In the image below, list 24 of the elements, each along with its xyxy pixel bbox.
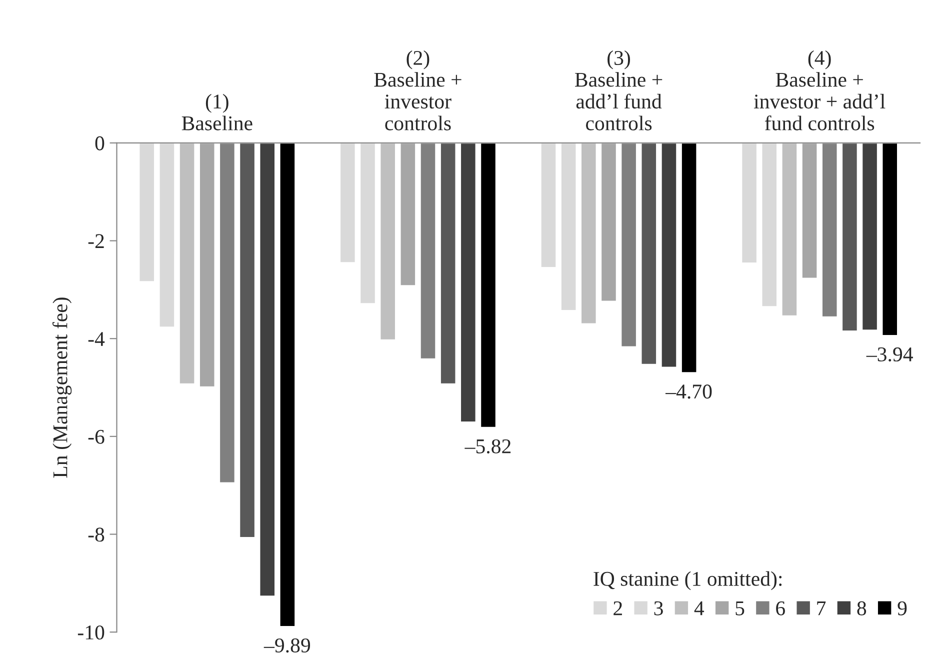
legend-title: IQ stanine (1 omitted): bbox=[594, 571, 782, 590]
y-tick-label: 0 bbox=[95, 136, 104, 150]
legend-label: 3 bbox=[654, 601, 663, 616]
x-tick-label: (1) Baseline bbox=[182, 94, 252, 130]
x-tick-label: (2) Baseline + investor controls bbox=[374, 50, 462, 130]
legend-label: 4 bbox=[694, 601, 704, 616]
y-tick-label: -6 bbox=[88, 430, 104, 444]
y-tick-label: -2 bbox=[88, 234, 104, 248]
y-tick-label: -8 bbox=[88, 528, 104, 542]
legend-label: 5 bbox=[736, 602, 744, 616]
data-label: –5.82 bbox=[464, 439, 511, 454]
y-tick-label: -4 bbox=[88, 332, 105, 346]
x-tick-label: (3) Baseline + add’l fund controls bbox=[575, 50, 662, 130]
legend-label: 8 bbox=[857, 601, 866, 616]
legend-label: 9 bbox=[898, 601, 907, 616]
data-label: –9.89 bbox=[264, 638, 310, 653]
legend-label: 6 bbox=[776, 601, 785, 616]
legend-label: 7 bbox=[817, 602, 826, 616]
x-tick-label: (4) Baseline + investor + add’l fund controls bbox=[754, 50, 886, 130]
y-tick-label: -10 bbox=[78, 625, 104, 640]
legend-label: 2 bbox=[614, 601, 622, 616]
data-label: –4.70 bbox=[665, 384, 712, 399]
y-axis-title: Ln (Management fee) bbox=[52, 298, 72, 478]
data-label: –3.94 bbox=[866, 347, 913, 362]
